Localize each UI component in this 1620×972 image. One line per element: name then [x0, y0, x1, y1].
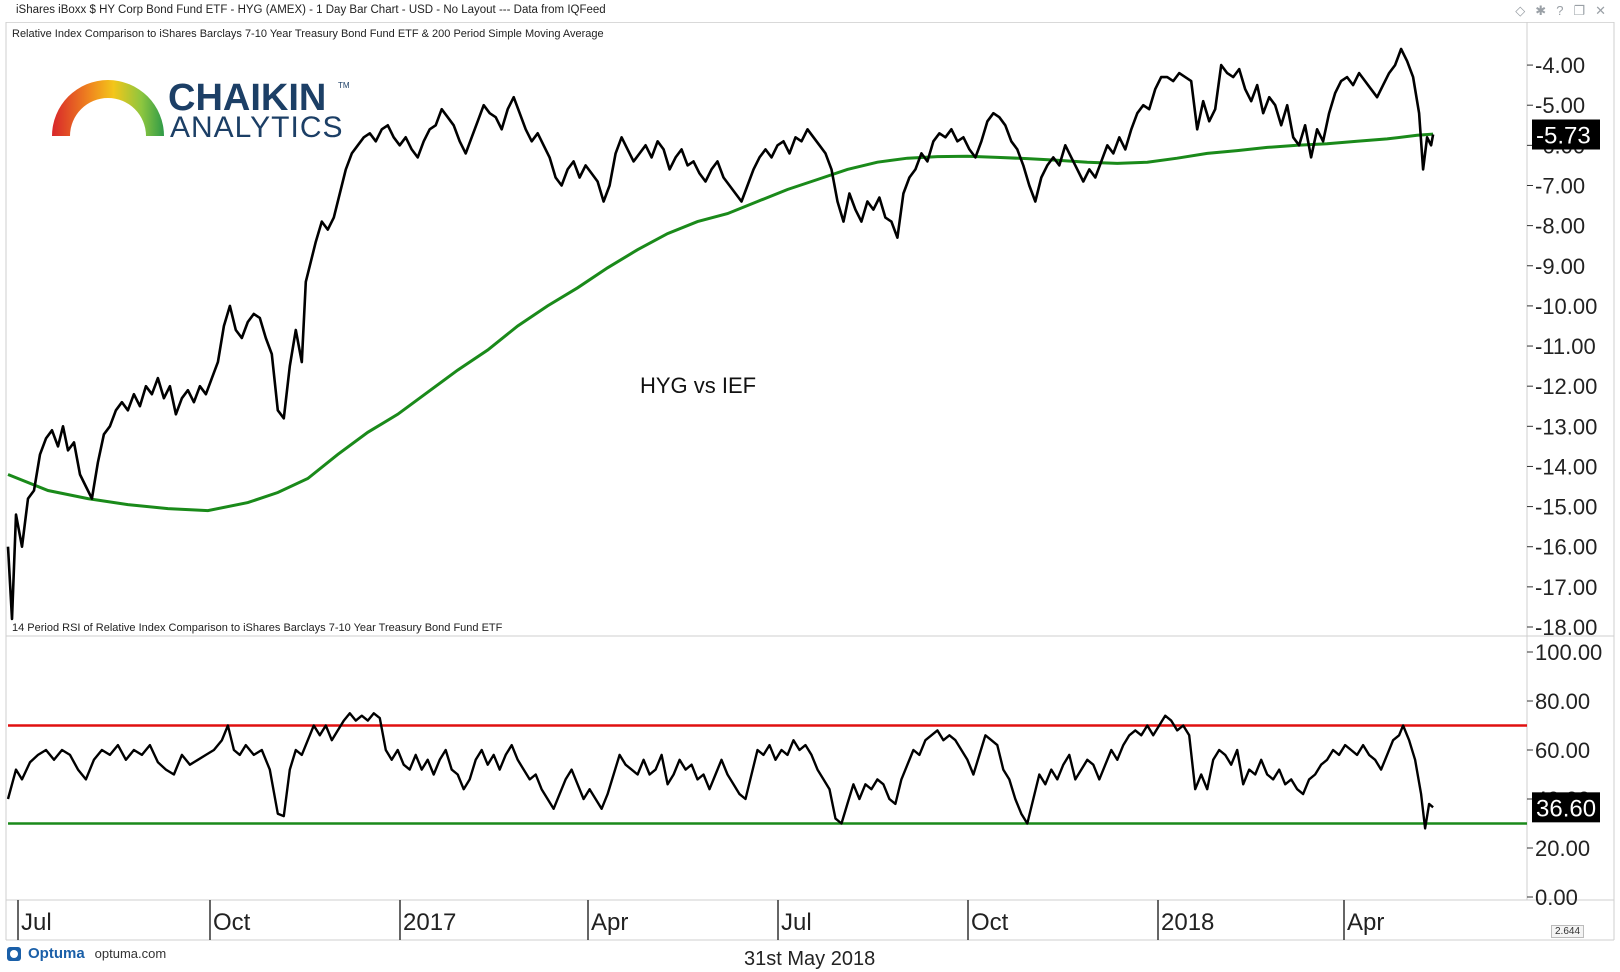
footer-date: 31st May 2018	[744, 948, 876, 970]
zoom-readout[interactable]: 2.644	[1551, 925, 1585, 938]
main-tick-label: -11.00	[1535, 334, 1596, 359]
question-icon[interactable]: ?	[1556, 3, 1564, 18]
main-last-value-label: -5.73	[1536, 123, 1591, 150]
brand-tm: TM	[338, 81, 350, 90]
main-tick-label: -17.00	[1535, 575, 1597, 600]
chaikin-logo: CHAIKIN TM ANALYTICS	[52, 77, 350, 144]
brand-line2: ANALYTICS	[170, 111, 344, 144]
x-tick-label: Apr	[1347, 909, 1384, 936]
main-tick-label: -8.00	[1535, 214, 1585, 239]
rsi-tick-label: 100.00	[1535, 640, 1602, 665]
moving-average-line[interactable]	[7, 132, 1434, 513]
main-tick-label: -5.00	[1535, 93, 1585, 118]
rsi-panel-title: 14 Period RSI of Relative Index Comparis…	[12, 622, 503, 634]
x-tick-label: Apr	[591, 909, 628, 936]
titlebar-icons: ◇ ✱ ? ❐ ✕	[1515, 3, 1606, 19]
x-tick-label: Jul	[781, 909, 812, 936]
optuma-url[interactable]: optuma.com	[94, 946, 167, 961]
main-tick-label: -7.00	[1535, 173, 1585, 198]
main-tick-label: -15.00	[1535, 495, 1597, 520]
main-tick-label: -12.00	[1535, 374, 1597, 399]
restore-icon[interactable]: ❐	[1573, 3, 1586, 18]
x-tick-label: 2017	[403, 909, 456, 936]
rsi-last-value-badge	[1532, 792, 1600, 823]
diamond-icon[interactable]: ◇	[1515, 3, 1526, 18]
main-tick-label: -14.00	[1535, 454, 1597, 479]
main-tick-label: -4.00	[1535, 53, 1585, 78]
rsi-line[interactable]	[6, 712, 1434, 830]
x-tick-label: Oct	[971, 909, 1009, 936]
optuma-logo[interactable]: Optuma optuma.com	[6, 945, 166, 962]
main-tick-label: -18.00	[1535, 615, 1597, 640]
rsi-tick-label: 80.00	[1535, 689, 1590, 714]
rsi-tick-label: 0.00	[1535, 885, 1578, 910]
main-tick-label: -13.00	[1535, 414, 1597, 439]
chart-annotation: HYG vs IEF	[640, 373, 756, 398]
x-tick-label: 2018	[1161, 909, 1214, 936]
main-tick-label: -10.00	[1535, 294, 1597, 319]
main-panel-title: Relative Index Comparison to iShares Bar…	[12, 28, 604, 40]
x-tick-label: Oct	[213, 909, 251, 936]
optuma-icon	[7, 946, 21, 961]
rsi-tick-label: 60.00	[1535, 738, 1590, 763]
window-title: iShares iBoxx $ HY Corp Bond Fund ETF - …	[16, 4, 606, 16]
main-tick-label: -9.00	[1535, 254, 1585, 279]
main-last-value-badge	[1532, 119, 1600, 150]
main-tick-label: -16.00	[1535, 535, 1597, 560]
relative-price-line[interactable]	[6, 47, 1435, 621]
rsi-tick-label: 20.00	[1535, 836, 1590, 861]
x-tick-label: Jul	[21, 909, 52, 936]
brand-line1: CHAIKIN	[168, 77, 326, 119]
rsi-last-value-label: 36.60	[1536, 795, 1596, 822]
chart-titlebar: iShares iBoxx $ HY Corp Bond Fund ETF - …	[6, 0, 1614, 23]
close-icon[interactable]: ✕	[1595, 3, 1606, 18]
optuma-brand: Optuma	[28, 945, 85, 962]
pin-icon[interactable]: ✱	[1535, 3, 1547, 18]
